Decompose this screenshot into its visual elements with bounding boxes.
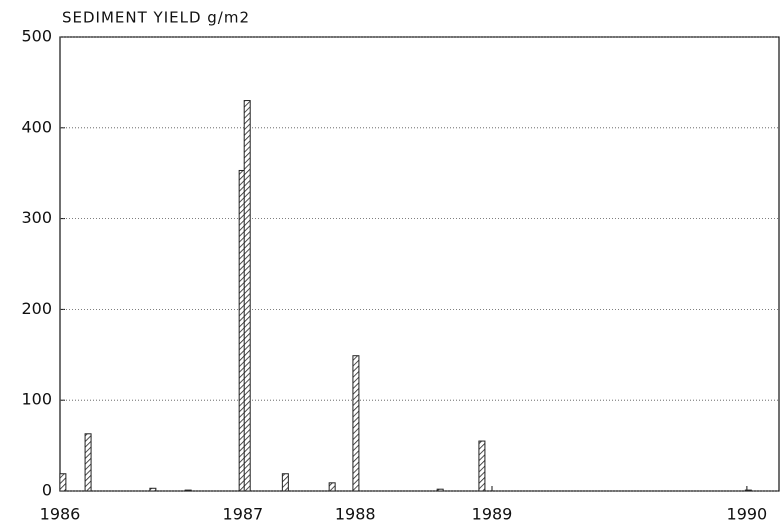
y-tick-label: 400 [21, 117, 52, 136]
bar [59, 473, 67, 492]
x-tick-label: 1990 [727, 505, 768, 524]
x-tick-label: 1988 [335, 505, 376, 524]
bar [243, 100, 251, 492]
bar [84, 433, 92, 492]
x-tick-label: 1986 [40, 505, 81, 524]
bar [478, 440, 486, 492]
y-tick-label: 100 [21, 390, 52, 409]
y-tick-label: 500 [21, 27, 52, 46]
plot-frame [59, 36, 780, 492]
chart-title: SEDIMENT YIELD g/m2 [62, 9, 250, 27]
bar [436, 488, 444, 492]
y-tick-label: 200 [21, 299, 52, 318]
bar [184, 489, 192, 492]
x-tick-label: 1987 [223, 505, 264, 524]
y-tick-label: 0 [42, 481, 52, 500]
bar [744, 489, 752, 492]
y-tick-label: 300 [21, 208, 52, 227]
bar [352, 355, 360, 492]
bar [328, 482, 336, 492]
bar [281, 473, 289, 492]
x-tick-label: 1989 [472, 505, 513, 524]
bar [149, 487, 157, 492]
